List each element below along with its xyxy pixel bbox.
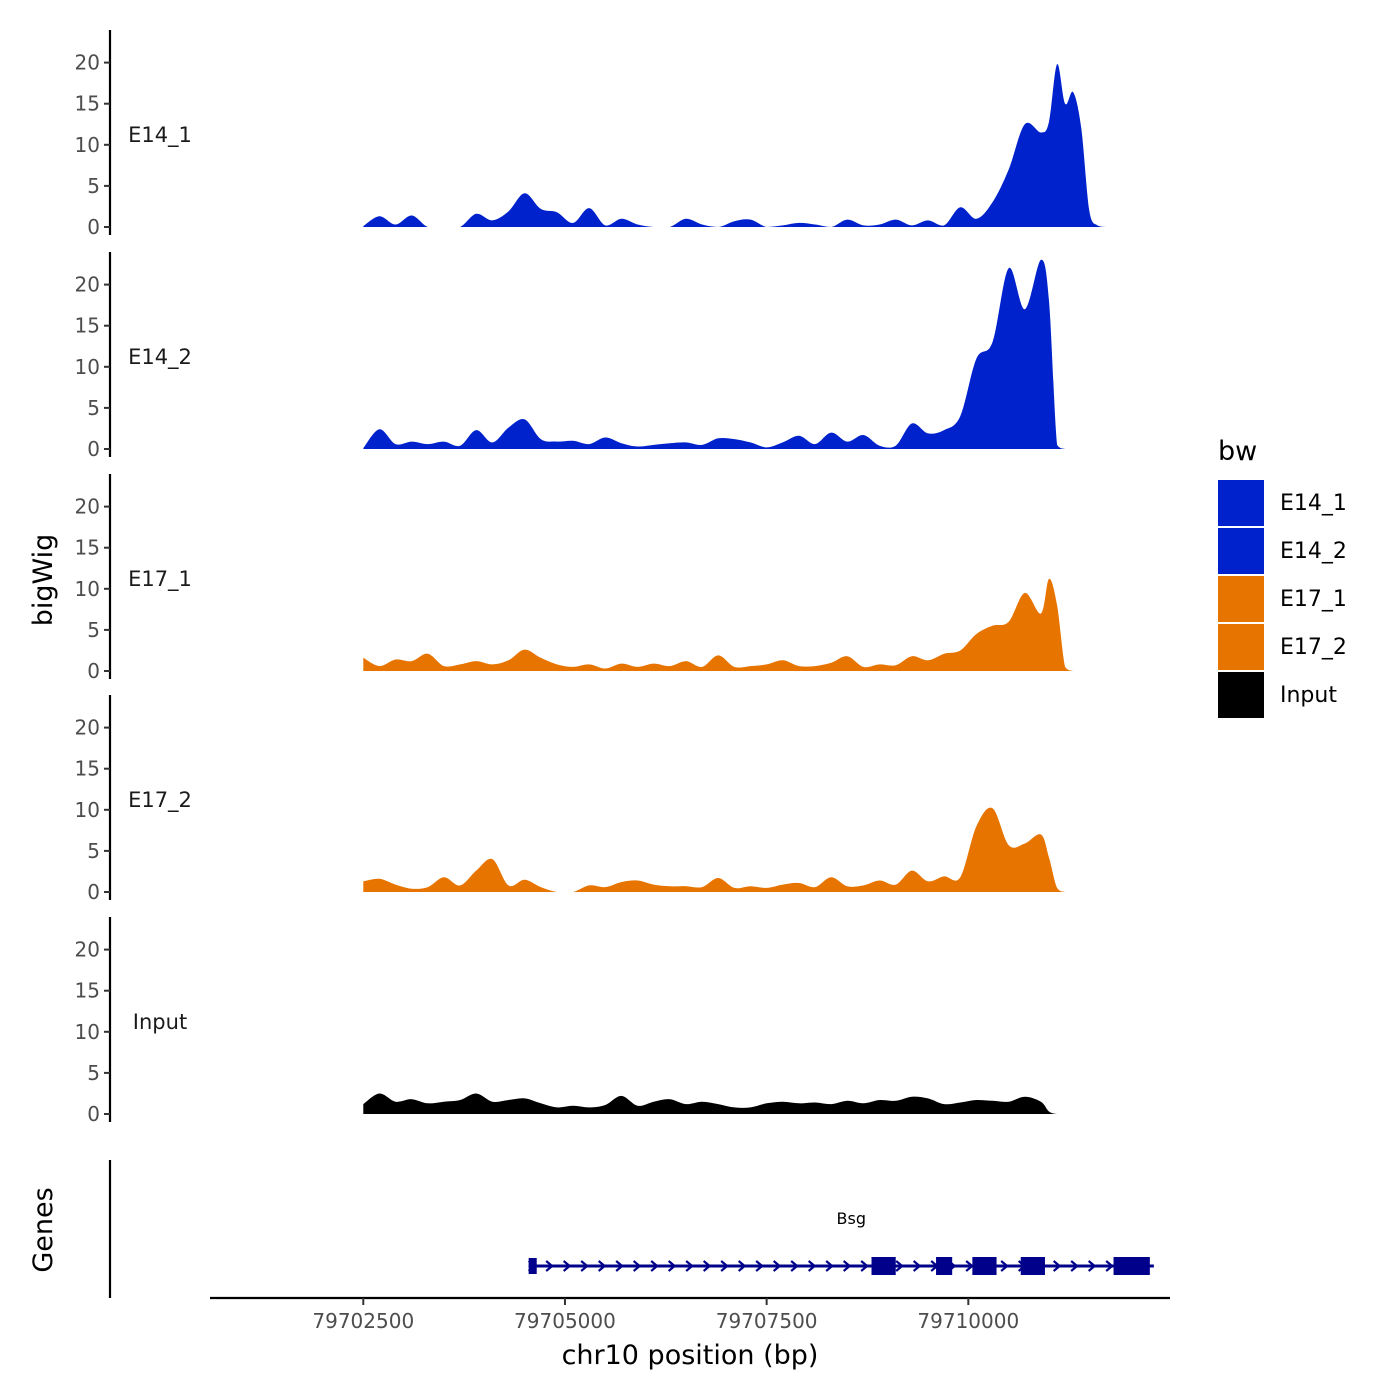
- strand-arrow: [650, 1260, 659, 1272]
- strand-arrow: [562, 1260, 572, 1272]
- y-tick-label: 15: [75, 979, 100, 1003]
- y-tick-label: 15: [75, 92, 100, 116]
- x-tick-label: 79705000: [514, 1309, 616, 1333]
- coverage-area-E14_1: [363, 64, 1114, 227]
- legend-label: Input: [1280, 683, 1337, 708]
- strand-arrow: [842, 1260, 852, 1272]
- y-tick-label: 0: [87, 659, 100, 683]
- strand-arrow: [912, 1260, 922, 1272]
- strand-arrow: [632, 1260, 642, 1272]
- x-tick-label: 79702500: [312, 1309, 414, 1333]
- legend-swatch-E14_1: [1218, 480, 1264, 526]
- y-tick-label: 20: [75, 51, 100, 75]
- y-tick-label: 10: [75, 1020, 100, 1044]
- coverage-tracks: 05101520E14_105101520E14_205101520E17_10…: [75, 30, 1114, 1126]
- y-tick-label: 5: [87, 1061, 100, 1085]
- y-tick-label: 5: [87, 618, 100, 642]
- legend: bw E14_1 E14_2 E17_1 E17_2 Input: [1218, 436, 1347, 718]
- y-tick-label: 20: [75, 495, 100, 519]
- strand-arrow: [790, 1260, 799, 1272]
- strand-arrow: [1105, 1260, 1114, 1272]
- x-axis-title: chr10 position (bp): [562, 1340, 819, 1371]
- y-tick-label: 20: [75, 938, 100, 962]
- x-tick-label: 79710000: [917, 1309, 1019, 1333]
- legend-swatch-Input: [1218, 672, 1264, 718]
- y-tick-label: 20: [75, 273, 100, 297]
- gene-exon: [1113, 1257, 1150, 1275]
- y-tick-label: 10: [75, 133, 100, 157]
- track-label: E14_1: [128, 123, 192, 148]
- gene-exon: [1020, 1257, 1045, 1275]
- strand-arrow: [825, 1260, 834, 1272]
- legend-swatch-E14_2: [1218, 528, 1264, 574]
- gene-exon: [528, 1258, 537, 1274]
- strand-arrow: [597, 1260, 607, 1272]
- y-tick-label: 0: [87, 437, 100, 461]
- strand-arrow: [965, 1260, 974, 1272]
- strand-arrow: [772, 1260, 782, 1272]
- strand-arrow: [807, 1260, 817, 1272]
- track-label: E17_2: [128, 788, 192, 813]
- gene-exon: [936, 1257, 953, 1275]
- strand-arrow: [545, 1260, 554, 1272]
- strand-arrow: [720, 1260, 729, 1272]
- legend-swatch-E17_2: [1218, 624, 1264, 670]
- track-E14_1: 0 5 10 15 20 E14_1: [75, 30, 1114, 239]
- legend-label: E17_2: [1280, 635, 1347, 660]
- y-tick-label: 10: [75, 798, 100, 822]
- y-tick-label: 15: [75, 757, 100, 781]
- y-tick-label: 10: [75, 577, 100, 601]
- strand-arrow: [580, 1260, 589, 1272]
- track-Input: 0 5 10 15 20 Input: [75, 917, 1114, 1126]
- coverage-area-E17_1: [363, 578, 1114, 671]
- genes-axis-title: Genes: [28, 1187, 59, 1272]
- strand-arrow: [755, 1260, 764, 1272]
- strand-arrow: [615, 1260, 624, 1272]
- legend-label: E14_2: [1280, 539, 1347, 564]
- y-tick-label: 15: [75, 536, 100, 560]
- y-tick-label: 5: [87, 839, 100, 863]
- legend-title: bw: [1218, 436, 1257, 467]
- strand-arrow: [702, 1260, 712, 1272]
- track-E17_1: 0 5 10 15 20 E17_1: [75, 474, 1114, 683]
- strand-arrow: [685, 1260, 694, 1272]
- track-E17_2: 0 5 10 15 20 E17_2: [75, 695, 1114, 904]
- track-label: Input: [133, 1010, 187, 1034]
- legend-label: E14_1: [1280, 491, 1347, 516]
- y-tick-label: 10: [75, 355, 100, 379]
- legend-label: E17_1: [1280, 587, 1347, 612]
- strand-arrow: [895, 1260, 904, 1272]
- gene-exon: [972, 1257, 997, 1275]
- y-tick-label: 20: [75, 716, 100, 740]
- y-tick-label: 15: [75, 314, 100, 338]
- y-tick-label: 0: [87, 215, 100, 239]
- coverage-area-E17_2: [363, 807, 1114, 892]
- y-tick-label: 5: [87, 174, 100, 198]
- gene-exon: [871, 1257, 896, 1275]
- y-tick-label: 0: [87, 880, 100, 904]
- strand-arrow: [667, 1260, 677, 1272]
- y-tick-label: 5: [87, 396, 100, 420]
- gene-label: Bsg: [837, 1209, 866, 1228]
- strand-arrow: [860, 1260, 869, 1272]
- x-axis: 79702500 79705000 79707500 79710000: [210, 1296, 1170, 1333]
- strand-arrow: [1000, 1260, 1009, 1272]
- strand-arrow: [1052, 1260, 1062, 1272]
- x-tick-label: 79707500: [716, 1309, 818, 1333]
- track-E14_2: 0 5 10 15 20 E14_2: [75, 252, 1114, 461]
- track-label: E17_1: [128, 567, 192, 592]
- coverage-area-Input: [363, 1093, 1114, 1114]
- y-axis-title: bigWig: [28, 534, 59, 627]
- genes-panel: Bsg: [108, 1160, 1154, 1298]
- coverage-area-E14_2: [363, 259, 1114, 449]
- y-tick-label: 0: [87, 1102, 100, 1126]
- strand-arrow: [1070, 1260, 1079, 1272]
- strand-arrow: [1087, 1260, 1097, 1272]
- track-label: E14_2: [128, 345, 192, 370]
- strand-arrow: [737, 1260, 747, 1272]
- legend-swatch-E17_1: [1218, 576, 1264, 622]
